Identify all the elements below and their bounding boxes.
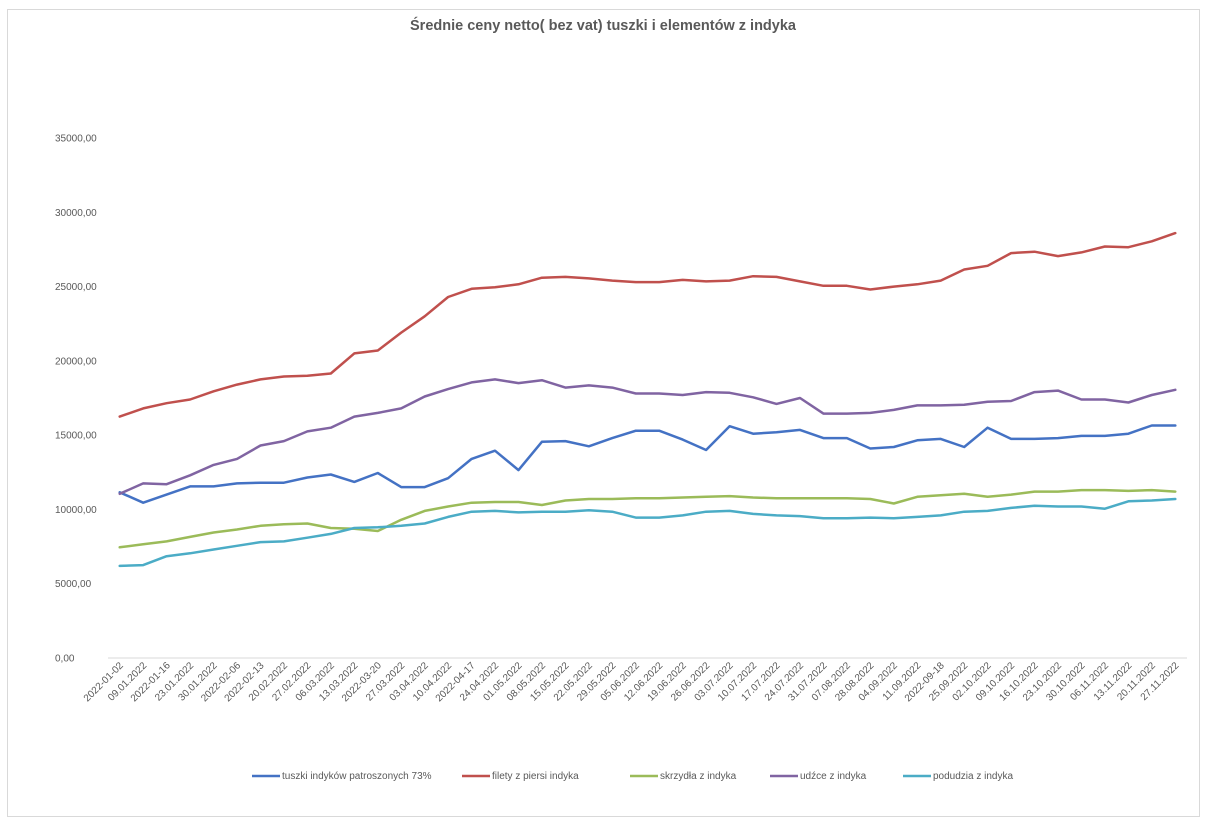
- y-tick-label: 15000,00: [55, 431, 97, 442]
- legend-label: filety z piersi indyka: [492, 771, 579, 782]
- series-line: [118, 497, 1177, 568]
- series-line: [118, 231, 1177, 418]
- y-tick-label: 30000,00: [55, 208, 97, 219]
- series-line: [118, 488, 1177, 549]
- y-tick-label: 35000,00: [55, 134, 97, 145]
- legend-label: skrzydła z indyka: [660, 771, 737, 782]
- y-tick-label: 20000,00: [55, 356, 97, 367]
- y-tick-label: 25000,00: [55, 282, 97, 293]
- legend-label: udźce z indyka: [800, 771, 867, 782]
- chart-frame: [7, 9, 1200, 817]
- series-line: [118, 378, 1177, 496]
- y-tick-label: 5000,00: [55, 579, 92, 590]
- series-line: [118, 424, 1177, 504]
- legend-label: tuszki indyków patroszonych 73%: [282, 771, 432, 782]
- y-tick-label: 10000,00: [55, 505, 97, 516]
- chart-title: Średnie ceny netto( bez vat) tuszki i el…: [410, 18, 796, 34]
- legend-label: podudzia z indyka: [933, 771, 1013, 782]
- y-tick-label: 0,00: [55, 654, 75, 665]
